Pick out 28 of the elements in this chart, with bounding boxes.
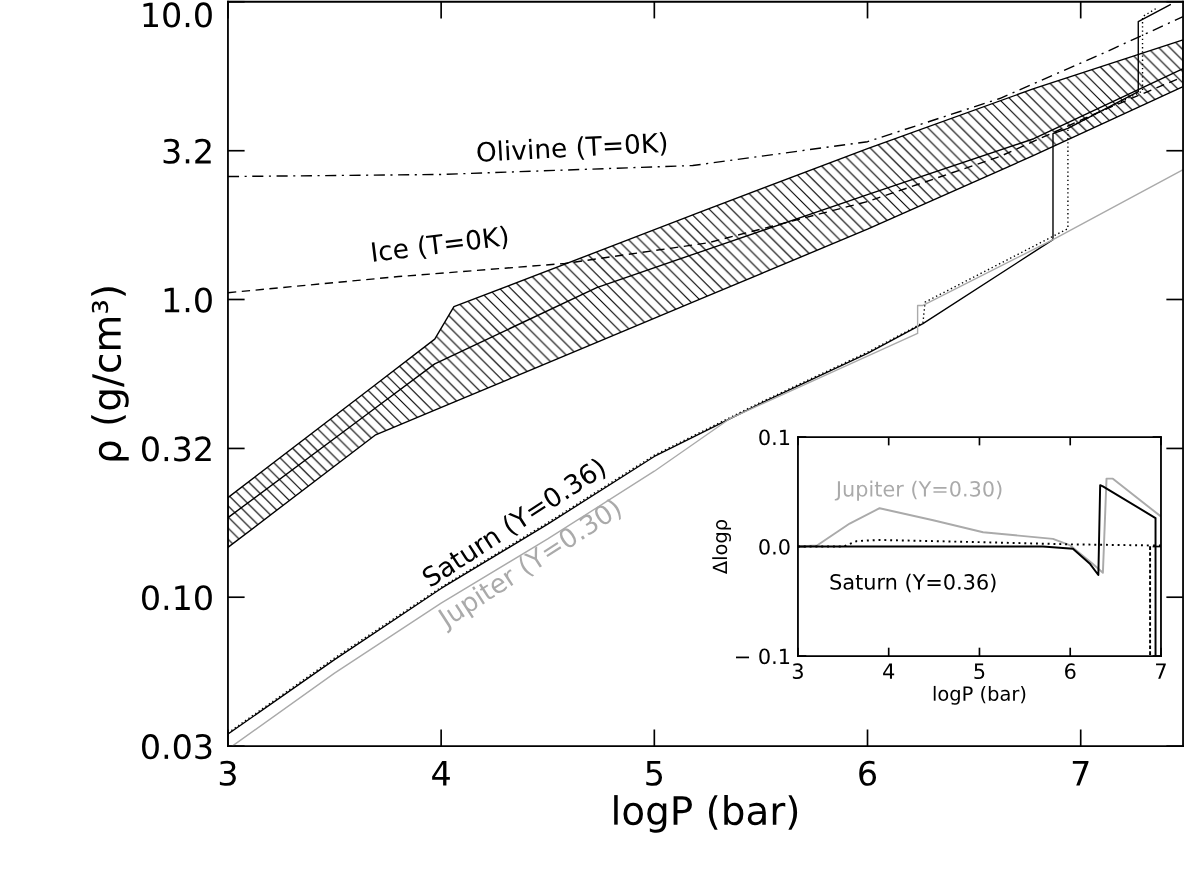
x-tick-label: 3 [219,760,236,786]
x-tick-label: 6 [1065,663,1076,680]
x-axis-title: logP (bar) [614,795,798,833]
y-tick-label: 3.2 [163,138,211,164]
x-tick-label: 7 [1156,663,1166,679]
y-tick-label: 0.10 [142,585,212,611]
y-tick-label: 0.03 [142,734,212,760]
x-tick-label: 4 [432,761,450,786]
x-axis-title: logP (bar) [933,685,1026,705]
y-tick-label: 1.0 [164,287,212,313]
y-tick-label: 10.0 [143,2,212,28]
series-label: Olivine (T=0K) [476,131,667,166]
series-label: Saturn (Y=0.36) [830,573,996,593]
x-tick-label: 5 [646,761,663,786]
y-axis-title: ρ (g/cm³) [91,287,129,461]
x-tick-label: 5 [974,663,985,680]
x-tick-label: 7 [1072,761,1089,786]
text: Ice (T=0K) [371,225,509,266]
x-tick-label: 4 [883,663,895,679]
x-tick-label: 6 [859,760,877,786]
y-tick-label: 0.1 [759,429,790,446]
series-label: Jupiter (Y=0.30) [834,480,1002,501]
x-tick-label: 3 [792,663,803,680]
y-tick-label: 0.0 [759,538,790,555]
y-tick-label: 0.32 [142,436,211,462]
y-axis-title: Δlogρ [712,519,732,575]
line-series [231,168,1184,747]
y-tick-label: − 0.1 [735,648,790,665]
